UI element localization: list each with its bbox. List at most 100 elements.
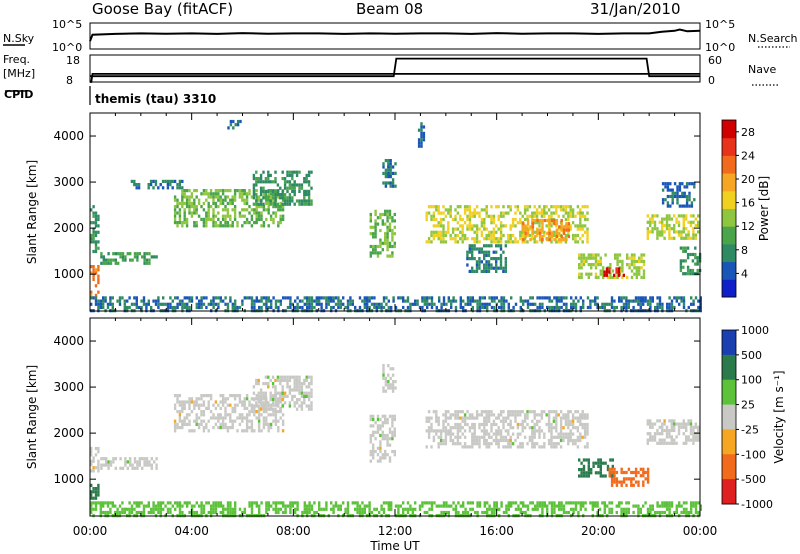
velocity-cell — [483, 438, 486, 443]
power-cell — [250, 214, 254, 218]
velocity-cell — [118, 510, 122, 515]
power-cell — [183, 296, 186, 300]
power-cell — [522, 302, 525, 306]
power-cell — [164, 302, 167, 306]
velocity-cell — [210, 504, 213, 508]
power-cell — [516, 240, 520, 244]
power-cell — [661, 233, 664, 237]
velocity-cell — [682, 507, 686, 511]
velocity-cell — [622, 470, 626, 475]
velocity-cell — [580, 461, 583, 465]
power-cell — [389, 165, 392, 169]
velocity-cell — [682, 432, 685, 436]
velocity-cell — [185, 400, 189, 404]
power-cell — [388, 209, 392, 213]
power-cell — [578, 272, 581, 276]
velocity-cell — [571, 416, 575, 420]
velocity-cell — [307, 398, 311, 402]
velocity-cell — [504, 429, 508, 433]
velocity-cell — [471, 442, 474, 446]
velocity-cell — [538, 504, 542, 508]
power-cell — [642, 259, 646, 263]
power-cell — [315, 296, 318, 300]
power-cell — [202, 208, 206, 212]
power-cell — [682, 299, 686, 303]
velocity-cell — [381, 414, 384, 418]
velocity-cell — [473, 442, 476, 446]
velocity-cell — [480, 429, 484, 433]
velocity-cell — [514, 501, 518, 505]
velocity-cell — [291, 388, 294, 392]
power-cell — [541, 234, 544, 239]
velocity-cell — [376, 446, 380, 450]
power-cell — [558, 225, 561, 229]
power-cell — [255, 205, 258, 209]
power-cell — [384, 212, 387, 217]
velocity-cell — [277, 410, 280, 414]
velocity-cell — [610, 510, 614, 515]
velocity-cell — [264, 391, 268, 395]
power-cell — [483, 227, 486, 231]
power-cell — [447, 211, 450, 215]
velocity-cell — [214, 416, 218, 420]
velocity-cell — [150, 463, 153, 467]
power-cell — [450, 305, 453, 310]
velocity-cell — [505, 510, 508, 515]
power-cell — [550, 214, 553, 218]
velocity-cell — [119, 457, 122, 461]
power-cell — [685, 198, 689, 202]
power-cell — [663, 230, 666, 234]
velocity-cell — [301, 510, 304, 515]
velocity-cell — [209, 416, 213, 420]
velocity-cell — [94, 504, 98, 508]
power-cell — [271, 193, 275, 197]
velocity-cell — [454, 510, 458, 515]
velocity-cell — [325, 504, 328, 508]
velocity-cell — [646, 419, 649, 423]
velocity-cell — [485, 422, 488, 427]
velocity-cell — [511, 426, 515, 430]
velocity-cell — [653, 438, 657, 442]
velocity-cell — [468, 413, 472, 417]
power-cell — [454, 233, 457, 238]
velocity-cell — [291, 398, 294, 402]
velocity-cell — [578, 474, 581, 478]
velocity-cell — [466, 445, 469, 449]
power-cell — [372, 235, 375, 239]
velocity-cell — [523, 419, 527, 423]
velocity-cell — [579, 422, 582, 427]
power-cell — [253, 305, 256, 310]
velocity-cell — [432, 429, 436, 433]
velocity-cell — [90, 483, 93, 487]
velocity-cell — [274, 419, 278, 423]
power-cell — [426, 296, 429, 300]
velocity-cell — [250, 429, 254, 433]
power-cell — [680, 236, 683, 240]
power-cell — [548, 231, 551, 235]
power-cell — [676, 198, 679, 202]
velocity-cell — [92, 469, 95, 473]
power-cell — [274, 170, 277, 174]
power-cell — [653, 214, 657, 218]
power-cell — [610, 302, 614, 306]
velocity-cell — [197, 422, 201, 426]
power-cell — [676, 194, 679, 199]
power-cell — [337, 305, 340, 310]
velocity-cell — [386, 453, 389, 457]
power-cell — [543, 208, 546, 212]
velocity-cell — [451, 426, 455, 430]
velocity-cell — [219, 422, 222, 426]
velocity-cell — [128, 507, 131, 511]
velocity-cell — [651, 504, 654, 508]
power-cell — [693, 185, 696, 189]
power-cell — [90, 293, 93, 297]
power-cell — [392, 299, 395, 303]
power-cell — [461, 224, 464, 228]
velocity-cell — [305, 385, 308, 389]
velocity-cell — [692, 432, 695, 436]
power-cell — [627, 299, 630, 303]
velocity-cell — [153, 460, 156, 464]
velocity-cell — [661, 428, 664, 433]
power-cell — [685, 233, 688, 237]
power-cell — [442, 233, 445, 238]
